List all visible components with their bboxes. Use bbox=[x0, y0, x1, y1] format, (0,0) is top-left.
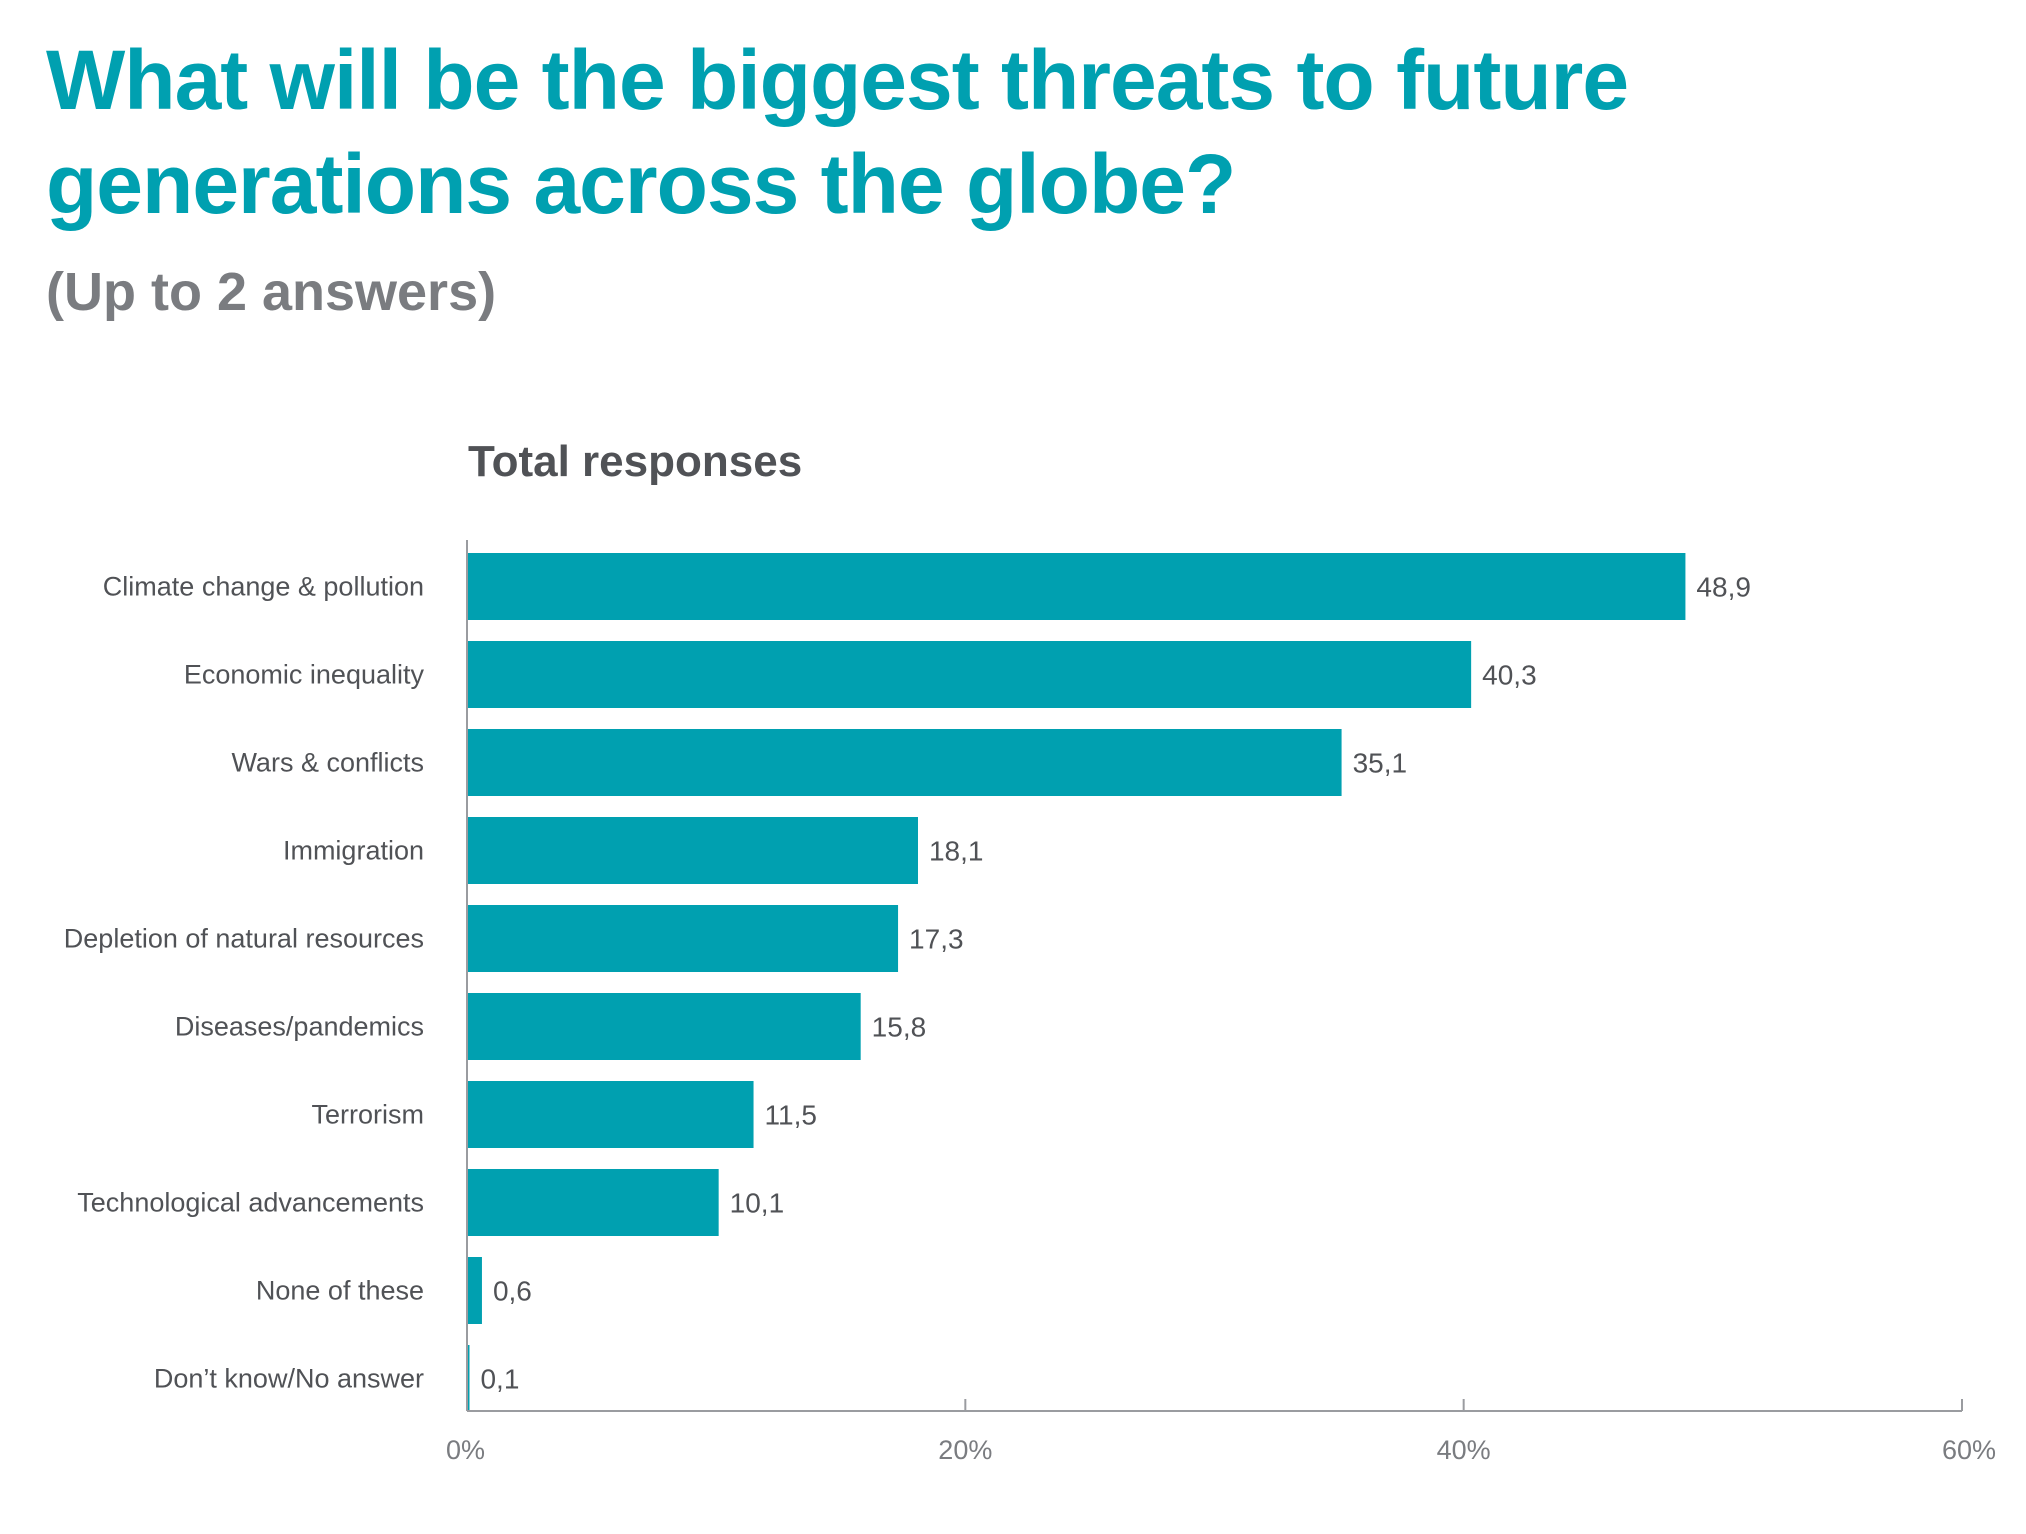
value-label: 10,1 bbox=[730, 1188, 785, 1219]
bar bbox=[467, 1345, 470, 1412]
category-label: Immigration bbox=[283, 836, 424, 866]
x-tick-label: 40% bbox=[1437, 1435, 1491, 1465]
category-label: Technological advancements bbox=[77, 1188, 424, 1218]
axes-group: 0% 20% 40% 60% bbox=[446, 540, 1996, 1465]
chart-title: Total responses bbox=[468, 437, 803, 486]
value-label: 40,3 bbox=[1482, 660, 1537, 691]
value-label: 0,6 bbox=[493, 1276, 532, 1307]
category-label: Depletion of natural resources bbox=[64, 924, 424, 954]
page-subtitle: (Up to 2 answers) bbox=[46, 262, 497, 322]
value-label: 35,1 bbox=[1353, 748, 1408, 779]
category-label: Don’t know/No answer bbox=[154, 1364, 424, 1394]
x-tick-label: 0% bbox=[446, 1435, 485, 1465]
bar bbox=[467, 993, 861, 1060]
x-tick-label: 20% bbox=[938, 1435, 992, 1465]
value-labels-group: 48,9 40,3 35,1 18,1 17,3 15,8 11,5 10,1 0,6 0,1 bbox=[480, 572, 1750, 1395]
bar bbox=[467, 1081, 754, 1148]
value-label: 48,9 bbox=[1696, 572, 1751, 603]
category-labels-group: Climate change & pollution Economic inequ… bbox=[64, 572, 425, 1394]
bar bbox=[467, 905, 899, 972]
value-label: 18,1 bbox=[929, 836, 984, 867]
value-label: 17,3 bbox=[909, 924, 964, 955]
category-label: None of these bbox=[256, 1276, 424, 1306]
bar bbox=[467, 641, 1472, 708]
bar bbox=[467, 1257, 482, 1324]
x-tick-label: 60% bbox=[1942, 1435, 1996, 1465]
bar bbox=[467, 553, 1686, 620]
value-label: 11,5 bbox=[765, 1100, 817, 1131]
bars-group bbox=[467, 553, 1686, 1412]
value-label: 0,1 bbox=[480, 1364, 519, 1395]
category-label: Terrorism bbox=[312, 1100, 425, 1130]
category-label: Economic inequality bbox=[184, 660, 425, 690]
value-label: 15,8 bbox=[872, 1012, 927, 1043]
bar bbox=[467, 729, 1342, 796]
category-label: Wars & conflicts bbox=[231, 748, 424, 778]
category-label: Climate change & pollution bbox=[103, 572, 424, 602]
category-label: Diseases/pandemics bbox=[175, 1012, 424, 1042]
bar bbox=[467, 817, 918, 884]
page-title: What will be the biggest threats to futu… bbox=[46, 33, 1629, 231]
bar bbox=[467, 1169, 719, 1236]
